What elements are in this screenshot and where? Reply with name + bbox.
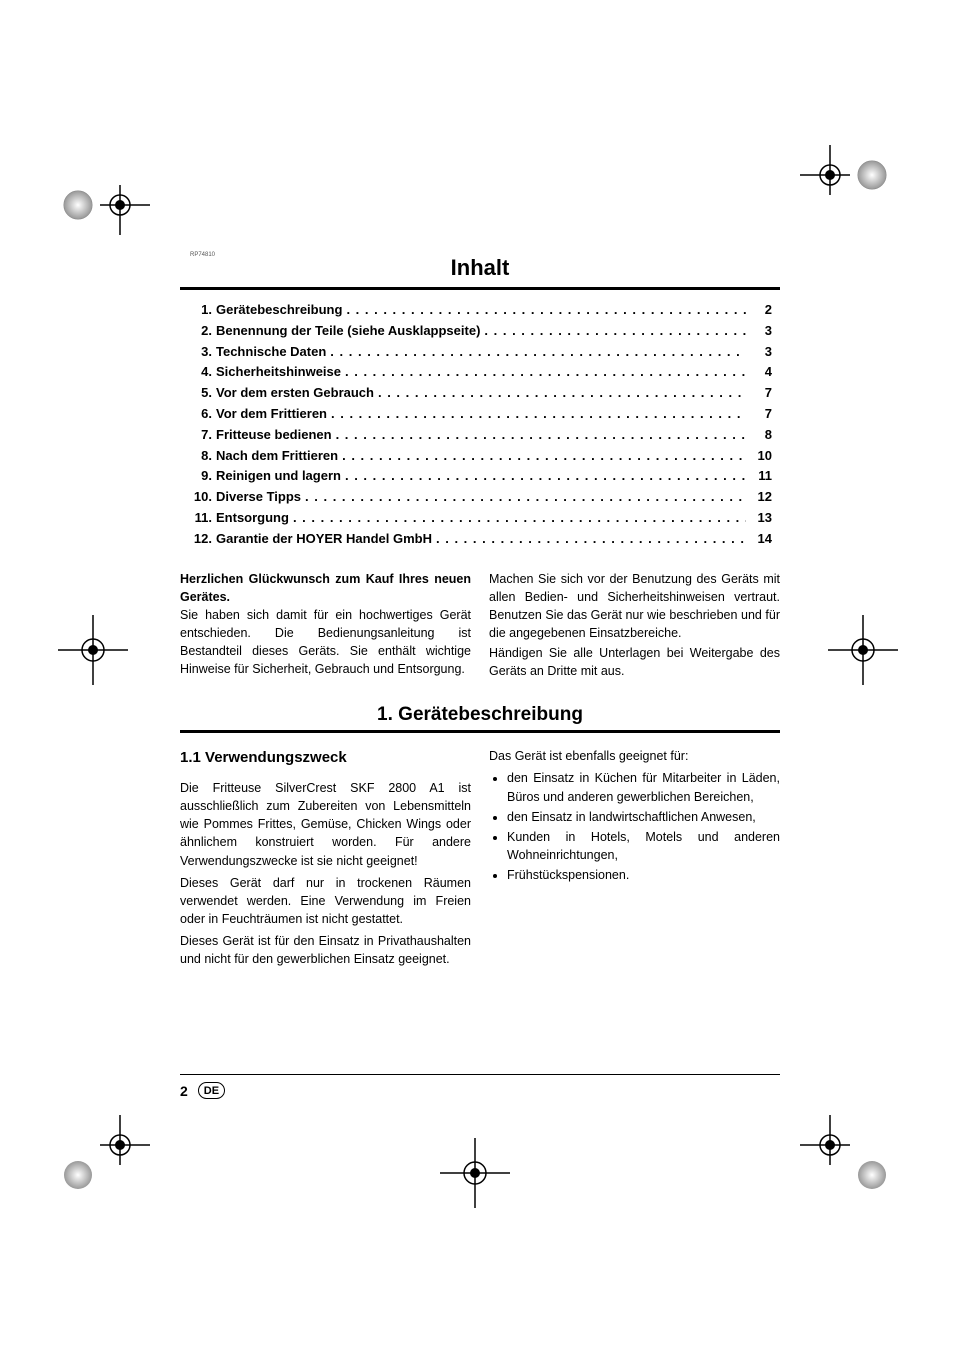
toc-page: 3 (750, 321, 772, 342)
toc-number: 10. (192, 487, 212, 508)
toc-page: 8 (750, 425, 772, 446)
toc-label: Nach dem Frittieren (216, 446, 338, 467)
toc-dots (330, 342, 746, 363)
toc-row: 1.Gerätebeschreibung 2 (192, 300, 772, 321)
toc-page: 14 (750, 529, 772, 550)
toc-page: 11 (750, 466, 772, 487)
toc-number: 1. (192, 300, 212, 321)
toc-dots (342, 446, 746, 467)
intro-col-right: Machen Sie sich vor der Benutzung des Ge… (489, 570, 780, 681)
toc-number: 2. (192, 321, 212, 342)
toc-row: 6.Vor dem Frittieren 7 (192, 404, 772, 425)
toc-number: 4. (192, 362, 212, 383)
toc-label: Vor dem ersten Gebrauch (216, 383, 374, 404)
toc-page: 3 (750, 342, 772, 363)
footer-rule (180, 1074, 780, 1075)
toc-number: 5. (192, 383, 212, 404)
toc-page: 13 (750, 508, 772, 529)
toc-dots (378, 383, 746, 404)
toc-dots (293, 508, 746, 529)
list-item: den Einsatz in landwirtschaftlichen Anwe… (507, 808, 780, 826)
inhalt-title: Inhalt (180, 255, 780, 281)
toc-label: Entsorgung (216, 508, 289, 529)
hr-under-section-1 (180, 730, 780, 733)
intro-para-1: Sie haben sich damit für ein hochwertige… (180, 606, 471, 679)
toc-number: 9. (192, 466, 212, 487)
toc-row: 12.Garantie der HOYER Handel GmbH 14 (192, 529, 772, 550)
footer-page-number: 2 (180, 1083, 188, 1099)
toc-row: 10.Diverse Tipps 12 (192, 487, 772, 508)
registration-mark-bottom-right (800, 1115, 890, 1205)
s1-para-1: Die Fritteuse SilverCrest SKF 2800 A1 is… (180, 779, 471, 870)
toc-number: 8. (192, 446, 212, 467)
toc-dots (484, 321, 746, 342)
registration-mark-top-left (60, 145, 150, 235)
toc-label: Technische Daten (216, 342, 326, 363)
list-item: Kunden in Hotels, Motels und anderen Woh… (507, 828, 780, 864)
intro-columns: Herzlichen Glückwunsch zum Kauf Ihres ne… (180, 570, 780, 681)
toc-page: 12 (750, 487, 772, 508)
toc-label: Diverse Tipps (216, 487, 301, 508)
toc-label: Vor dem Frittieren (216, 404, 327, 425)
toc-dots (436, 529, 746, 550)
section-1-col-right: Das Gerät ist ebenfalls geeignet für: de… (489, 747, 780, 968)
toc-row: 5.Vor dem ersten Gebrauch 7 (192, 383, 772, 404)
toc-dots (345, 362, 746, 383)
registration-mark-top-right (800, 145, 890, 235)
toc-label: Gerätebeschreibung (216, 300, 342, 321)
s1-para-2: Dieses Gerät darf nur in trockenen Räume… (180, 874, 471, 928)
section-1-title: 1. Gerätebeschreibung (180, 704, 780, 726)
toc-label: Sicherheitshinweise (216, 362, 341, 383)
toc-row: 11.Entsorgung 13 (192, 508, 772, 529)
section-1-col-left: 1.1 Verwendungszweck Die Fritteuse Silve… (180, 747, 471, 968)
toc-label: Reinigen und lagern (216, 466, 341, 487)
page-content: Inhalt 1.Gerätebeschreibung22.Benennung … (180, 255, 780, 968)
toc-row: 7.Fritteuse bedienen 8 (192, 425, 772, 446)
s1-para-3: Dieses Gerät ist für den Einsatz in Priv… (180, 932, 471, 968)
intro-col-left: Herzlichen Glückwunsch zum Kauf Ihres ne… (180, 570, 471, 681)
toc-label: Fritteuse bedienen (216, 425, 332, 446)
registration-mark-bottom-center (440, 1138, 510, 1208)
language-badge: DE (198, 1082, 225, 1099)
toc-number: 7. (192, 425, 212, 446)
toc-row: 4.Sicherheitshinweise 4 (192, 362, 772, 383)
suitability-list: den Einsatz in Küchen für Mitarbeiter in… (489, 769, 780, 884)
toc-label: Garantie der HOYER Handel GmbH (216, 529, 432, 550)
toc-page: 7 (750, 383, 772, 404)
list-item: Frühstückspensionen. (507, 866, 780, 884)
intro-para-3: Händigen Sie alle Unterlagen bei Weiterg… (489, 644, 780, 680)
registration-mark-mid-right (828, 615, 898, 685)
toc-number: 12. (192, 529, 212, 550)
toc-number: 3. (192, 342, 212, 363)
toc-dots (331, 404, 746, 425)
section-1-columns: 1.1 Verwendungszweck Die Fritteuse Silve… (180, 747, 780, 968)
hr-under-inhalt (180, 287, 780, 290)
toc-row: 3.Technische Daten 3 (192, 342, 772, 363)
toc-page: 10 (750, 446, 772, 467)
toc-page: 2 (750, 300, 772, 321)
toc-row: 2.Benennung der Teile (siehe Ausklappsei… (192, 321, 772, 342)
toc-label: Benennung der Teile (siehe Ausklappseite… (216, 321, 480, 342)
list-item: den Einsatz in Küchen für Mitarbeiter in… (507, 769, 780, 805)
footer: 2 DE (180, 1082, 225, 1099)
intro-para-2: Machen Sie sich vor der Benutzung des Ge… (489, 570, 780, 643)
registration-mark-mid-left (58, 615, 128, 685)
toc-page: 4 (750, 362, 772, 383)
toc-dots (336, 425, 746, 446)
congrats-heading: Herzlichen Glückwunsch zum Kauf Ihres ne… (180, 570, 471, 606)
registration-mark-bottom-left (60, 1115, 150, 1205)
table-of-contents: 1.Gerätebeschreibung22.Benennung der Tei… (180, 300, 780, 550)
toc-dots (346, 300, 746, 321)
toc-dots (345, 466, 746, 487)
subsection-1-1-title: 1.1 Verwendungszweck (180, 747, 471, 769)
toc-row: 8.Nach dem Frittieren 10 (192, 446, 772, 467)
s1-para-4: Das Gerät ist ebenfalls geeignet für: (489, 747, 780, 765)
toc-number: 6. (192, 404, 212, 425)
toc-number: 11. (192, 508, 212, 529)
toc-row: 9.Reinigen und lagern 11 (192, 466, 772, 487)
toc-dots (305, 487, 746, 508)
toc-page: 7 (750, 404, 772, 425)
